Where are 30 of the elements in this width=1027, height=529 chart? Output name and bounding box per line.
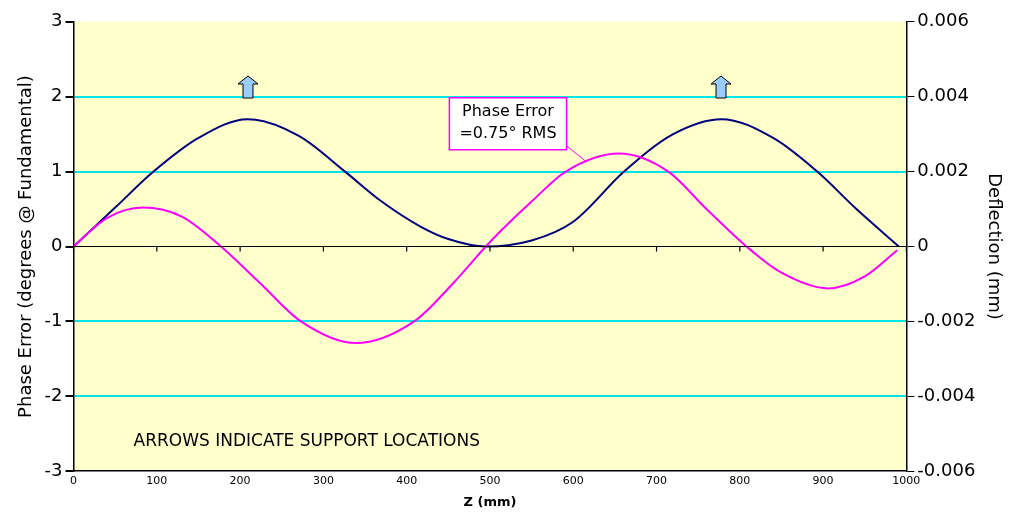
x-tick-label: 100 bbox=[146, 473, 168, 487]
x-tick-label: 600 bbox=[562, 473, 584, 487]
y-tick-label: -3 bbox=[44, 458, 63, 480]
y-tick-label: 1 bbox=[51, 159, 63, 181]
x-tick-label: 500 bbox=[479, 473, 501, 487]
y2-tick-label: 0.002 bbox=[917, 159, 969, 181]
y-tick-label: -1 bbox=[44, 309, 63, 331]
y2-tick-label: 0.006 bbox=[917, 9, 969, 31]
y2-tick-label: -0.002 bbox=[917, 309, 976, 331]
y-tick-label: -2 bbox=[44, 383, 63, 405]
y2-tick-label: 0.004 bbox=[917, 84, 969, 106]
annotation: ARROWS INDICATE SUPPORT LOCATIONS bbox=[133, 430, 480, 451]
y2-axis-title: Deflection (mm) bbox=[984, 173, 1006, 320]
x-tick-label: 700 bbox=[646, 473, 668, 487]
y-tick-label: 2 bbox=[51, 84, 63, 106]
y2-tick-label: -0.004 bbox=[917, 383, 976, 405]
x-tick-label: 400 bbox=[396, 473, 418, 487]
x-tick-label: 800 bbox=[729, 473, 751, 487]
y2-tick-label: 0 bbox=[917, 234, 929, 256]
x-tick-label: 900 bbox=[812, 473, 834, 487]
x-tick-label: 1000 bbox=[892, 473, 921, 487]
annotation: Phase Error =0.75° RMS bbox=[459, 101, 557, 143]
line-series bbox=[73, 118, 900, 248]
x-axis-title: Z (mm) bbox=[463, 493, 517, 509]
y-tick-label: 0 bbox=[51, 234, 63, 256]
x-tick-label: 200 bbox=[229, 473, 251, 487]
y-tick-label: 3 bbox=[51, 9, 63, 31]
x-tick-label: 300 bbox=[312, 473, 334, 487]
x-tick-label: 0 bbox=[70, 473, 78, 487]
y-axis-title: Phase Error (degrees @ Fundamental) bbox=[14, 75, 36, 418]
